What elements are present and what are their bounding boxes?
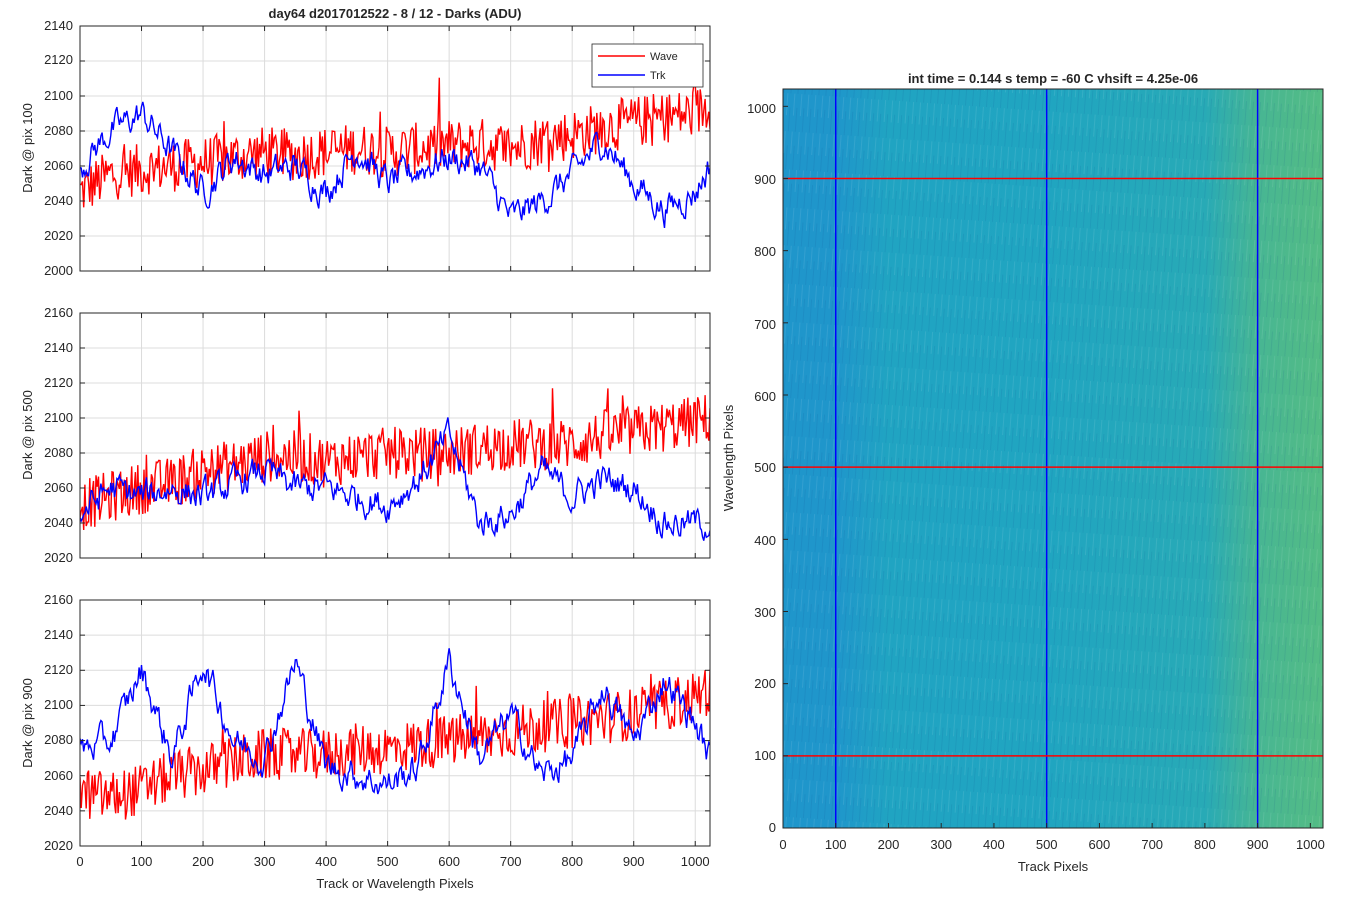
y-tick-label: 2020 [44,228,73,243]
y-tick-label: 2080 [44,445,73,460]
y-tick-labels: 2000 2020 2040 2060 2080 2100 2120 2140 [44,18,73,278]
y-tick-label: 1000 [747,101,776,116]
x-tick-label: 300 [254,854,276,869]
tick-marks [79,25,710,272]
y-tick-labels: 0 100 200 300 400 500 600 700 800 900 10… [747,101,776,835]
series-line-trk [80,648,710,795]
x-tick-label: 100 [131,854,153,869]
y-tick-label: 2040 [44,515,73,530]
series-line-trk [80,417,710,541]
y-tick-label: 2060 [44,480,73,495]
axes-box [79,599,711,847]
y-tick-label: 2140 [44,627,73,642]
y-tick-label: 2120 [44,52,73,67]
x-tick-label: 200 [878,837,900,852]
series-line-wave [80,77,710,208]
marker-lines [783,89,1323,828]
y-tick-label: 2120 [44,662,73,677]
y-tick-label: 2080 [44,732,73,747]
y-tick-label: 400 [754,533,776,548]
y-tick-label: 2100 [44,697,73,712]
x-tick-label: 900 [1247,837,1269,852]
y-tick-label: 2020 [44,838,73,853]
y-tick-label: 2100 [44,88,73,103]
panel-dark-pix-900: 2020 2040 2060 2080 2100 2120 2140 2160 … [20,592,711,891]
x-tick-label: 1000 [681,854,710,869]
y-tick-label: 500 [754,460,776,475]
y-tick-label: 700 [754,317,776,332]
panel-heatmap: int time = 0.144 s temp = -60 C vhsift =… [721,71,1325,874]
y-tick-labels: 2020 2040 2060 2080 2100 2120 2140 2160 [44,305,73,565]
x-tick-label: 200 [192,854,214,869]
y-tick-label: 2160 [44,592,73,607]
y-tick-label: 100 [754,748,776,763]
y-tick-label: 2080 [44,123,73,138]
y-tick-label: 2140 [44,340,73,355]
x-tick-label: 700 [500,854,522,869]
y-tick-label: 2020 [44,550,73,565]
legend: Wave Trk [591,43,704,88]
series-line-wave [80,388,710,531]
x-tick-label: 0 [779,837,786,852]
x-tick-label: 600 [1089,837,1111,852]
x-tick-labels: 0 100 200 300 400 500 600 700 800 900 10… [76,854,709,869]
x-tick-label: 100 [825,837,847,852]
panel-dark-pix-500: 2020 2040 2060 2080 2100 2120 2140 2160 … [20,305,711,565]
legend-label-wave: Wave [650,51,678,63]
y-tick-label: 2100 [44,410,73,425]
axes-box [79,312,711,559]
y-tick-label: 2060 [44,768,73,783]
panel-dark-pix-100: 2000 2020 2040 2060 2080 2100 2120 2140 … [20,6,711,278]
y-axis-label: Dark @ pix 500 [20,390,35,480]
y-tick-label: 2120 [44,375,73,390]
x-axis-label: Track Pixels [1018,859,1089,874]
x-axis-label: Track or Wavelength Pixels [316,876,474,891]
y-tick-label: 2060 [44,158,73,173]
tick-marks [79,312,710,559]
x-tick-label: 800 [561,854,583,869]
axes-box [79,25,711,272]
x-tick-label: 500 [377,854,399,869]
y-tick-label: 200 [754,676,776,691]
y-tick-label: 2040 [44,803,73,818]
x-tick-label: 500 [1036,837,1058,852]
legend-box [591,43,704,88]
grid [80,600,710,846]
x-tick-label: 1000 [1296,837,1325,852]
tick-marks [79,599,710,847]
heatmap-texture [783,89,1323,828]
y-tick-label: 2040 [44,193,73,208]
x-tick-label: 900 [623,854,645,869]
y-axis-label: Dark @ pix 900 [20,678,35,768]
y-tick-label: 300 [754,605,776,620]
legend-label-trk: Trk [650,70,666,82]
y-tick-label: 2140 [44,18,73,33]
x-tick-label: 300 [930,837,952,852]
y-tick-label: 0 [769,820,776,835]
tick-marks [782,105,1311,829]
x-tick-label: 400 [315,854,337,869]
x-tick-labels: 0 100 200 300 400 500 600 700 800 900 10… [779,837,1324,852]
x-tick-label: 0 [76,854,83,869]
y-tick-label: 900 [754,172,776,187]
x-tick-label: 700 [1141,837,1163,852]
y-tick-label: 600 [754,389,776,404]
series-line-wave [80,669,710,820]
series-line-trk [80,101,710,228]
x-tick-label: 800 [1194,837,1216,852]
plot-area [80,600,710,846]
y-tick-label: 800 [754,244,776,259]
heatmap-title: int time = 0.144 s temp = -60 C vhsift =… [908,71,1198,86]
y-tick-label: 2160 [44,305,73,320]
axes-box [782,88,1324,829]
x-tick-label: 600 [438,854,460,869]
y-axis-label: Wavelength Pixels [721,404,736,511]
y-tick-labels: 2020 2040 2060 2080 2100 2120 2140 2160 [44,592,73,853]
figure-title: day64 d2017012522 - 8 / 12 - Darks (ADU) [269,6,522,21]
y-axis-label: Dark @ pix 100 [20,103,35,193]
x-tick-label: 400 [983,837,1005,852]
y-tick-label: 2000 [44,263,73,278]
